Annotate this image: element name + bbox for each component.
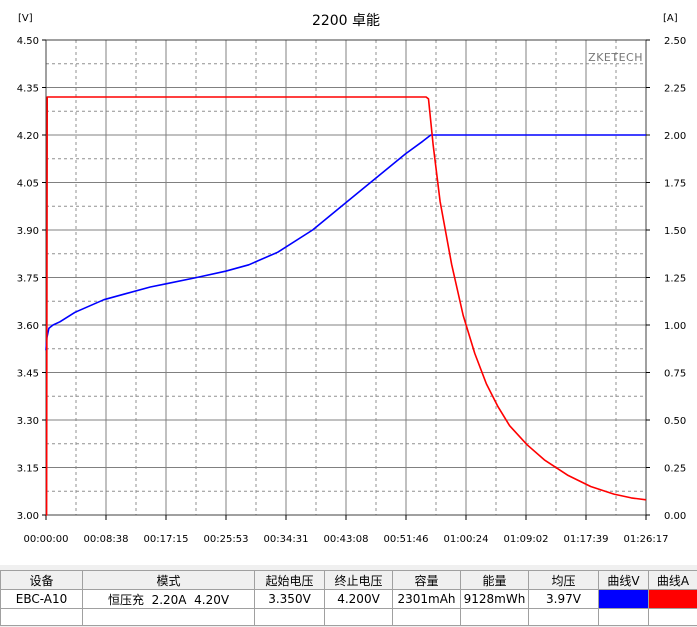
x-tick-label: 01:17:39 bbox=[564, 534, 609, 545]
y-right-tick-label: 0.25 bbox=[664, 464, 686, 475]
y-right-tick-label: 2.50 bbox=[664, 36, 686, 47]
y-left-tick-label: 3.45 bbox=[17, 369, 39, 380]
voltage-series-line bbox=[45, 134, 646, 351]
x-tick-label: 01:26:17 bbox=[624, 534, 669, 545]
cell-device: EBC-A10 bbox=[0, 589, 83, 609]
table-row[interactable]: EBC-A10 恒压充 2.20A 4.20V 3.350V 4.200V 23… bbox=[0, 589, 697, 609]
watermark-label: ZKETECH bbox=[588, 51, 643, 64]
cell-curve-v-swatch[interactable] bbox=[598, 589, 649, 609]
header-end-voltage: 终止电压 bbox=[324, 570, 393, 590]
x-tick-label: 00:51:46 bbox=[384, 534, 429, 545]
header-capacity: 容量 bbox=[392, 570, 461, 590]
y-left-tick-label: 3.00 bbox=[17, 511, 39, 522]
current-series-line bbox=[45, 96, 647, 516]
cell-start-voltage: 3.350V bbox=[254, 589, 325, 609]
y-left-tick-label: 3.60 bbox=[17, 321, 39, 332]
x-tick-label: 00:34:31 bbox=[264, 534, 309, 545]
y-right-tick-label: 2.00 bbox=[664, 131, 686, 142]
y-left-tick-label: 3.75 bbox=[17, 274, 39, 285]
y-right-tick-label: 0.75 bbox=[664, 369, 686, 380]
y-right-tick-label: 1.00 bbox=[664, 321, 686, 332]
header-energy: 能量 bbox=[460, 570, 529, 590]
y-left-tick-label: 4.05 bbox=[17, 179, 39, 190]
current-color-swatch[interactable] bbox=[649, 590, 697, 608]
table-header-row: 设备 模式 起始电压 终止电压 容量 能量 均压 曲线V 曲线A bbox=[0, 570, 697, 590]
header-device: 设备 bbox=[0, 570, 83, 590]
cell-end-voltage: 4.200V bbox=[324, 589, 393, 609]
y-right-tick-label: 1.75 bbox=[664, 179, 686, 190]
cell-capacity: 2301mAh bbox=[392, 589, 461, 609]
y-right-tick-label: 1.50 bbox=[664, 226, 686, 237]
left-unit-label: [V] bbox=[18, 13, 33, 24]
header-curve-v: 曲线V bbox=[598, 570, 649, 590]
x-tick-label: 00:25:53 bbox=[204, 534, 249, 545]
header-mode: 模式 bbox=[82, 570, 255, 590]
table-empty-row bbox=[0, 608, 697, 626]
x-tick-label: 01:00:24 bbox=[444, 534, 489, 545]
y-left-tick-label: 4.20 bbox=[17, 131, 39, 142]
y-left-tick-label: 3.90 bbox=[17, 226, 39, 237]
cell-avg-voltage: 3.97V bbox=[528, 589, 599, 609]
y-left-tick-label: 3.30 bbox=[17, 416, 39, 427]
chart-title: 2200 卓能 bbox=[312, 13, 380, 29]
header-start-voltage: 起始电压 bbox=[254, 570, 325, 590]
x-tick-label: 00:08:38 bbox=[84, 534, 129, 545]
cell-curve-a-swatch[interactable] bbox=[648, 589, 697, 609]
y-right-tick-label: 2.25 bbox=[664, 84, 686, 95]
x-tick-label: 01:09:02 bbox=[504, 534, 549, 545]
right-unit-label: [A] bbox=[663, 13, 678, 24]
y-left-tick-label: 3.15 bbox=[17, 464, 39, 475]
info-table: 设备 模式 起始电压 终止电压 容量 能量 均压 曲线V 曲线A EBC-A10… bbox=[0, 570, 697, 626]
x-tick-label: 00:17:15 bbox=[144, 534, 189, 545]
voltage-color-swatch[interactable] bbox=[599, 590, 648, 608]
cell-mode: 恒压充 2.20A 4.20V bbox=[82, 589, 255, 609]
chart-area: 4.50 4.35 4.20 4.05 3.90 3.75 3.60 3.45 3.30 3.15… bbox=[0, 0, 697, 565]
y-left-tick-label: 4.35 bbox=[17, 84, 39, 95]
x-tick-label: 00:43:08 bbox=[324, 534, 369, 545]
y-right-tick-label: 0.00 bbox=[664, 511, 686, 522]
cell-energy: 9128mWh bbox=[460, 589, 529, 609]
y-left-tick-label: 4.50 bbox=[17, 36, 39, 47]
header-avg-voltage: 均压 bbox=[528, 570, 599, 590]
y-right-tick-label: 0.50 bbox=[664, 416, 686, 427]
charge-curve-chart: 4.50 4.35 4.20 4.05 3.90 3.75 3.60 3.45 3.30 3.15… bbox=[17, 13, 687, 545]
x-tick-label: 00:00:00 bbox=[24, 534, 69, 545]
y-right-tick-label: 1.25 bbox=[664, 274, 686, 285]
header-curve-a: 曲线A bbox=[648, 570, 697, 590]
